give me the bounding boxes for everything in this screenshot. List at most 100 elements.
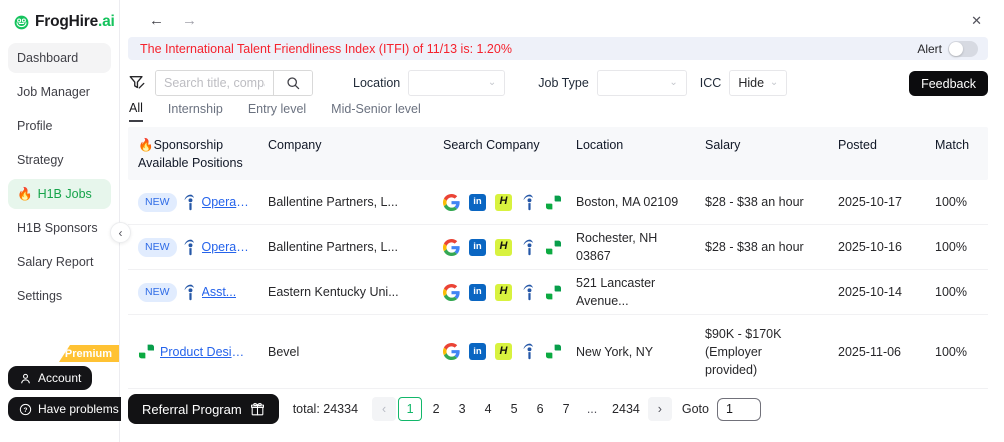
linkedin-icon[interactable]: in — [469, 193, 486, 211]
linkedin-icon[interactable]: in — [469, 283, 486, 301]
search-box — [155, 69, 313, 96]
gift-icon — [250, 402, 265, 417]
header-posted: Posted — [838, 138, 877, 152]
location-cell: New York, NY — [576, 344, 654, 359]
account-button[interactable]: Account — [8, 366, 93, 390]
filter-funnel-icon[interactable] — [128, 74, 146, 92]
search-company-cell: in H — [428, 193, 560, 211]
position-cell: NEW Operations... — [128, 192, 256, 212]
h1bgrader-icon[interactable]: H — [495, 283, 512, 301]
linkedin-icon[interactable]: in — [469, 343, 486, 361]
page-button-6[interactable]: 6 — [528, 397, 552, 421]
location-cell: Rochester, NH 03867 — [576, 231, 658, 264]
tab-all[interactable]: All — [129, 101, 143, 122]
tab-entry-level[interactable]: Entry level — [248, 101, 306, 122]
page-button-5[interactable]: 5 — [502, 397, 526, 421]
pager: ‹ 1 2 3 4 5 6 7 ... 2434 › — [372, 397, 672, 421]
table-row: NEW Operations... Ballentine Partners, L… — [128, 180, 988, 226]
match-cell: 100% — [935, 344, 967, 359]
job-title-link[interactable]: Operations... — [201, 195, 251, 210]
chevron-down-icon: ⌄ — [487, 77, 497, 88]
ellipsis: ... — [586, 402, 598, 416]
indeed-icon[interactable] — [521, 343, 536, 360]
location-cell: 521 Lancaster Avenue... — [576, 276, 656, 309]
posted-cell: 2025-10-16 — [838, 240, 902, 255]
search-button[interactable] — [273, 70, 312, 95]
sidebar-item-h1b-jobs[interactable]: 🔥 H1B Jobs — [8, 179, 111, 209]
goto-page-input[interactable] — [716, 397, 761, 421]
alert-toggle[interactable] — [948, 40, 978, 57]
page-button-2[interactable]: 2 — [424, 397, 448, 421]
logo-suffix: .ai — [98, 13, 115, 30]
sidebar-nav: Dashboard Job Manager Profile Strategy 🔥… — [0, 31, 119, 311]
h1bgrader-icon[interactable]: H — [495, 343, 512, 361]
search-company-cell: in H — [428, 283, 560, 301]
close-icon[interactable]: ✕ — [971, 13, 982, 28]
icc-select[interactable]: Hide ⌄ — [729, 69, 788, 96]
toggle-knob — [949, 41, 963, 56]
next-page-button[interactable]: › — [647, 397, 672, 421]
glassdoor-icon — [138, 343, 155, 360]
icc-label: ICC — [699, 75, 722, 90]
indeed-icon[interactable] — [521, 194, 536, 211]
feedback-button[interactable]: Feedback — [909, 71, 988, 96]
tab-internship[interactable]: Internship — [168, 101, 223, 122]
h1bgrader-icon[interactable]: H — [495, 193, 512, 211]
header-location: Location — [576, 138, 624, 152]
level-tabs: All Internship Entry level Mid-Senior le… — [129, 101, 421, 122]
job-type-select[interactable]: ⌄ — [596, 69, 687, 96]
table-row: NEW Operations... Ballentine Partners, L… — [128, 225, 988, 271]
page-button-last[interactable]: 2434 — [606, 397, 646, 421]
job-title-link[interactable]: Operations... — [201, 240, 251, 255]
google-icon[interactable] — [443, 239, 460, 256]
position-cell: Product Designer — [128, 343, 256, 361]
job-title-link[interactable]: Asst... — [201, 285, 237, 300]
sidebar-item-dashboard[interactable]: Dashboard — [8, 43, 111, 73]
alert-label: Alert — [917, 41, 942, 56]
position-cell: NEW Operations... — [128, 237, 256, 257]
filter-bar: Location ⌄ Job Type ⌄ ICC Hide⌄ — [128, 69, 988, 96]
sidebar: FrogHire.ai Dashboard Job Manager Profil… — [0, 0, 130, 442]
back-arrow-button[interactable]: ← — [149, 12, 164, 29]
h1bgrader-icon[interactable]: H — [495, 238, 512, 256]
page-button-7[interactable]: 7 — [554, 397, 578, 421]
sidebar-item-settings[interactable]: Settings — [17, 289, 63, 303]
sidebar-item-strategy[interactable]: Strategy — [17, 153, 64, 167]
indeed-icon[interactable] — [521, 284, 536, 301]
referral-program-button[interactable]: Referral Program — [128, 394, 279, 424]
fire-icon: 🔥 — [138, 138, 154, 152]
company-cell: Ballentine Partners, L... — [268, 195, 398, 210]
search-company-cell: in H — [428, 343, 560, 361]
page-button-4[interactable]: 4 — [476, 397, 500, 421]
prev-page-button[interactable]: ‹ — [372, 397, 397, 421]
match-cell: 100% — [935, 240, 967, 255]
google-icon[interactable] — [443, 343, 460, 360]
linkedin-icon[interactable]: in — [469, 238, 486, 256]
indeed-icon — [182, 284, 197, 301]
posted-cell: 2025-10-14 — [838, 285, 902, 300]
sidebar-collapse-button[interactable]: ‹ — [110, 222, 131, 243]
google-icon[interactable] — [443, 194, 460, 211]
sidebar-item-salary-report[interactable]: Salary Report — [17, 255, 94, 269]
job-type-label: Job Type — [538, 75, 589, 90]
indeed-icon — [182, 239, 197, 256]
logo-text: FrogHire.ai — [35, 13, 115, 30]
sidebar-item-profile[interactable]: Profile — [17, 119, 53, 133]
page-button-1[interactable]: 1 — [398, 397, 423, 421]
company-cell: Ballentine Partners, L... — [268, 240, 398, 255]
indeed-icon[interactable] — [521, 239, 536, 256]
have-problems-button[interactable]: Have problems — [8, 397, 130, 421]
search-input[interactable] — [156, 70, 273, 95]
page-button-3[interactable]: 3 — [450, 397, 474, 421]
sidebar-item-h1b-sponsors[interactable]: H1B Sponsors — [17, 221, 98, 235]
location-select[interactable]: ⌄ — [408, 69, 506, 96]
tab-mid-senior-level[interactable]: Mid-Senior level — [331, 101, 421, 122]
job-title-link[interactable]: Product Designer — [160, 344, 250, 359]
location-cell: Boston, MA 02109 — [576, 195, 679, 210]
forward-arrow-button[interactable]: → — [182, 12, 197, 29]
google-icon[interactable] — [443, 284, 460, 301]
sidebar-item-job-manager[interactable]: Job Manager — [17, 85, 90, 99]
header-company: Company — [268, 138, 322, 152]
table-row: NEW Asst... Eastern Kentucky Uni... in H… — [128, 270, 988, 316]
